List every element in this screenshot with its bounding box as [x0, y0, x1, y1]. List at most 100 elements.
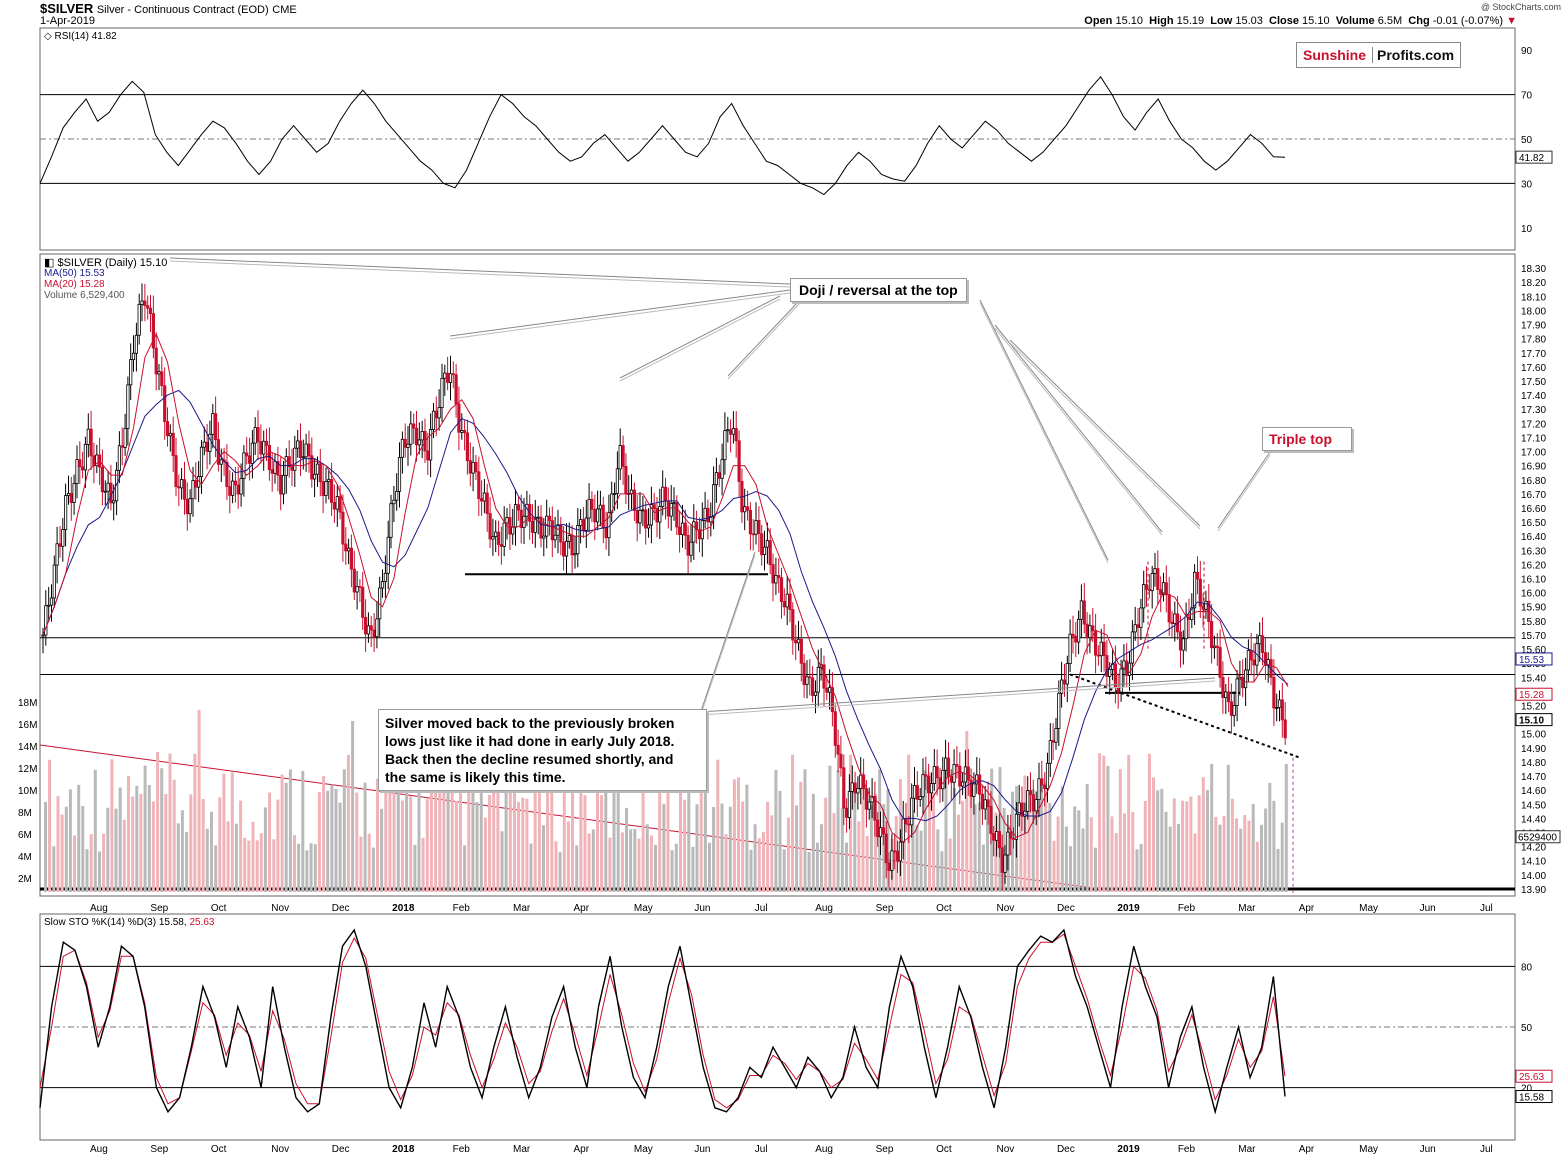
- candle-body: [1167, 594, 1171, 623]
- candle-body: [782, 601, 786, 608]
- month-label-price: 2019: [1117, 903, 1140, 914]
- candle-body: [208, 433, 212, 452]
- volume-bar: [791, 754, 794, 892]
- month-label-sto: Aug: [90, 1144, 108, 1155]
- volume-bar: [259, 833, 263, 892]
- candle-body: [1071, 633, 1075, 637]
- volume-bar: [193, 753, 197, 892]
- volume-bar: [396, 789, 400, 892]
- candle-body: [417, 439, 421, 446]
- candle-body: [570, 535, 574, 556]
- candle-body: [279, 474, 283, 495]
- volume-bar: [73, 835, 76, 892]
- candle-body: [502, 522, 506, 547]
- candle-body: [686, 535, 690, 556]
- candle-body: [372, 629, 376, 638]
- candle-body: [474, 461, 478, 473]
- volume-bar: [459, 778, 462, 892]
- volume-bar: [346, 754, 350, 892]
- candle-body: [1147, 589, 1151, 591]
- candle-body: [1077, 618, 1081, 643]
- candle-body: [1062, 679, 1067, 685]
- candle-body: [1170, 621, 1174, 624]
- candle-body: [496, 531, 501, 545]
- volume-bar: [1131, 812, 1135, 892]
- volume-bar: [882, 804, 886, 892]
- price-tick-label: 17.40: [1521, 391, 1546, 402]
- candle-body: [1085, 623, 1089, 638]
- triple-top-pointer: [1217, 451, 1271, 529]
- volume-bar: [571, 772, 574, 892]
- candle-body: [412, 423, 416, 429]
- volume-bar: [392, 761, 396, 892]
- volume-bar: [558, 851, 562, 892]
- candle-body: [86, 428, 90, 445]
- volume-bar: [737, 777, 740, 892]
- volume-bar: [745, 784, 749, 892]
- volume-bar: [488, 794, 492, 892]
- candle-body: [762, 546, 767, 555]
- volume-bar: [849, 754, 853, 892]
- candle-body: [842, 767, 846, 809]
- candle-body: [451, 373, 455, 376]
- volume-bar: [367, 833, 371, 892]
- candle-body: [1212, 645, 1216, 649]
- volume-bar: [276, 799, 280, 892]
- candle-body: [1127, 662, 1132, 676]
- month-label-sto: May: [634, 1144, 653, 1155]
- ma20-line: [42, 332, 1289, 843]
- volume-bar: [766, 801, 770, 892]
- volume-bar: [197, 709, 201, 892]
- volume-bar: [297, 843, 301, 892]
- candle-body: [596, 508, 600, 523]
- volume-bar: [280, 774, 284, 892]
- candle-body: [414, 427, 419, 446]
- volume-bar: [845, 842, 848, 892]
- doji-pointer-shadow: [619, 298, 781, 382]
- candle-body: [143, 300, 147, 306]
- month-label-price: Jul: [755, 903, 768, 914]
- candle-body: [873, 796, 877, 821]
- candle-body: [1263, 652, 1267, 666]
- price-tick-label: 18.20: [1521, 278, 1546, 289]
- candle-body: [1037, 778, 1041, 800]
- candle-body: [1204, 600, 1208, 610]
- volume-bar: [778, 790, 782, 892]
- candle-body: [100, 466, 104, 493]
- volume-bar: [127, 776, 130, 892]
- candle-body: [245, 452, 249, 457]
- candle-body: [714, 472, 719, 486]
- volume-bar: [828, 765, 832, 892]
- volume-bar: [1206, 790, 1209, 892]
- doji-pointer: [994, 324, 1163, 533]
- low-label: Low: [1210, 15, 1233, 27]
- volume-bar: [1064, 826, 1068, 892]
- candle-body: [369, 625, 373, 631]
- candle-body: [706, 507, 710, 523]
- sunshine-profits-logo[interactable]: Sunshine Profits.com: [1296, 42, 1461, 68]
- volume-bar: [479, 762, 483, 892]
- candle-body: [163, 385, 167, 422]
- doji-pointer-shadow: [1009, 342, 1201, 530]
- credit: @ StockCharts.com: [1480, 2, 1561, 12]
- volume-value-label: 6529400: [1518, 833, 1557, 844]
- candle-body: [157, 371, 161, 375]
- volume-bar: [1172, 798, 1176, 892]
- candle-body: [83, 443, 87, 471]
- volume-bar: [903, 840, 906, 892]
- candle-body: [961, 781, 965, 787]
- candle-body: [129, 359, 133, 386]
- candle-body: [726, 429, 730, 432]
- volume-bar: [268, 792, 272, 892]
- candle-body: [1031, 794, 1035, 812]
- candle-body: [307, 443, 311, 457]
- volume-bar: [380, 808, 384, 892]
- candle-body: [120, 445, 124, 448]
- candle-body: [1014, 813, 1019, 840]
- candle-body: [1079, 600, 1083, 620]
- candle-body: [315, 463, 320, 475]
- candle-body: [1221, 676, 1225, 698]
- candle-body: [949, 776, 953, 783]
- volume-bar: [728, 806, 732, 892]
- candle-body: [887, 862, 891, 871]
